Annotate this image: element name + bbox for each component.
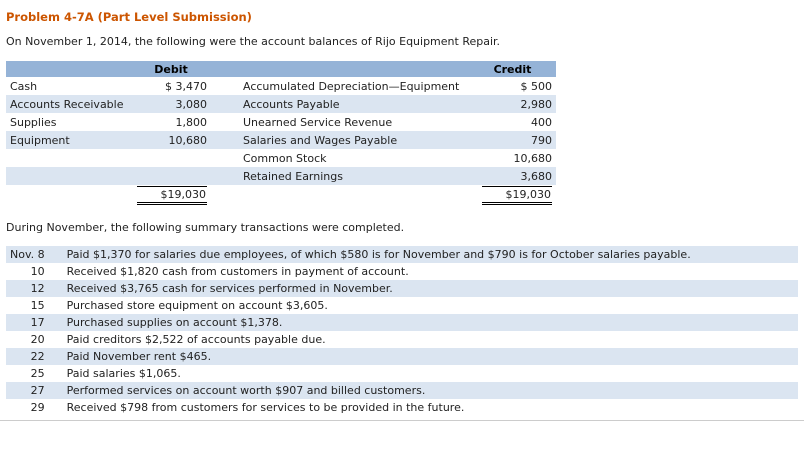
empty-header-cell	[211, 61, 469, 77]
transaction-description: Received $3,765 cash for services perfor…	[66, 282, 393, 295]
transaction-description: Received $798 from customers for service…	[66, 401, 465, 414]
balance-header-row: Debit Credit	[6, 61, 556, 77]
credit-account-name: Accounts Payable	[243, 97, 340, 111]
balance-row: Equipment 10,680 Salaries and Wages Paya…	[6, 131, 556, 149]
problem-title: Problem 4-7A (Part Level Submission)	[6, 10, 252, 24]
transaction-date: 20	[30, 333, 45, 346]
empty-header-cell	[6, 61, 131, 77]
transaction-description: Received $1,820 cash from customers in p…	[66, 265, 409, 278]
credit-column-header: Credit	[469, 61, 556, 77]
balance-row: Accounts Receivable 3,080 Accounts Payab…	[6, 95, 556, 113]
transaction-date: 17	[30, 316, 45, 329]
credit-amount: 400	[531, 115, 552, 129]
totals-row: $19,030 $19,030	[6, 185, 556, 206]
transaction-description: Paid November rent $465.	[66, 350, 212, 363]
debit-account-name	[6, 167, 131, 185]
transaction-date: 29	[30, 401, 45, 414]
debit-account-name	[6, 149, 131, 167]
balance-row: Supplies 1,800 Unearned Service Revenue …	[6, 113, 556, 131]
transactions-table: Nov. 8 Paid $1,370 for salaries due empl…	[6, 246, 798, 416]
debit-account-name: Accounts Receivable	[10, 97, 124, 111]
trial-balance-table: Debit Credit Cash $ 3,470 Accumulated De…	[6, 61, 556, 206]
transaction-row: 12 Received $3,765 cash for services per…	[6, 280, 798, 297]
debit-amount: 1,800	[175, 115, 208, 129]
debit-amount: 3,080	[175, 97, 208, 111]
transactions-intro-text: During November, the following summary t…	[6, 221, 405, 234]
credit-amount: 10,680	[513, 151, 553, 165]
transaction-description: Purchased supplies on account $1,378.	[66, 316, 283, 329]
credit-amount: 2,980	[520, 97, 553, 111]
debit-account-name: Supplies	[10, 115, 57, 129]
credit-account-name: Salaries and Wages Payable	[243, 133, 398, 147]
debit-column-header: Debit	[131, 61, 211, 77]
transaction-date: 15	[30, 299, 45, 312]
transaction-date: 12	[30, 282, 45, 295]
balance-row: Retained Earnings 3,680	[6, 167, 556, 185]
transaction-row: 20 Paid creditors $2,522 of accounts pay…	[6, 331, 798, 348]
credit-amount: 790	[531, 133, 552, 147]
credit-account-name: Accumulated Depreciation—Equipment	[243, 79, 460, 93]
credit-amount: $ 500	[520, 79, 553, 93]
transaction-description: Paid $1,370 for salaries due employees, …	[66, 248, 691, 261]
transaction-row: 15 Purchased store equipment on account …	[6, 297, 798, 314]
credit-total: $19,030	[482, 186, 552, 205]
credit-account-name: Common Stock	[243, 151, 327, 165]
transaction-date: 25	[30, 367, 45, 380]
transaction-date: 27	[30, 384, 45, 397]
balance-row: Common Stock 10,680	[6, 149, 556, 167]
debit-account-name: Equipment	[10, 133, 70, 147]
transaction-date: 22	[30, 350, 45, 363]
empty-cell	[211, 185, 469, 206]
debit-amount	[131, 149, 211, 167]
bottom-divider	[0, 420, 804, 421]
debit-account-name: Cash	[10, 79, 38, 93]
empty-cell	[6, 185, 131, 206]
debit-amount	[131, 167, 211, 185]
transaction-date: Nov. 8	[10, 248, 45, 261]
transaction-description: Purchased store equipment on account $3,…	[66, 299, 328, 312]
debit-amount: 10,680	[168, 133, 208, 147]
transaction-row: 22 Paid November rent $465.	[6, 348, 798, 365]
transaction-date: 10	[30, 265, 45, 278]
balance-row: Cash $ 3,470 Accumulated Depreciation—Eq…	[6, 77, 556, 95]
transaction-description: Paid salaries $1,065.	[66, 367, 181, 380]
transaction-description: Performed services on account worth $907…	[66, 384, 426, 397]
transaction-row: 29 Received $798 from customers for serv…	[6, 399, 798, 416]
transaction-row: 25 Paid salaries $1,065.	[6, 365, 798, 382]
credit-account-name: Unearned Service Revenue	[243, 115, 393, 129]
transaction-row: 17 Purchased supplies on account $1,378.	[6, 314, 798, 331]
debit-total-cell: $19,030	[131, 185, 211, 206]
credit-total-cell: $19,030	[469, 185, 556, 206]
debit-amount: $ 3,470	[165, 79, 207, 93]
transaction-row: 10 Received $1,820 cash from customers i…	[6, 263, 798, 280]
credit-amount: 3,680	[520, 169, 553, 183]
transaction-row: 27 Performed services on account worth $…	[6, 382, 798, 399]
intro-text: On November 1, 2014, the following were …	[6, 35, 501, 48]
transaction-row: Nov. 8 Paid $1,370 for salaries due empl…	[6, 246, 798, 263]
transaction-description: Paid creditors $2,522 of accounts payabl…	[66, 333, 326, 346]
debit-total: $19,030	[137, 186, 207, 205]
credit-account-name: Retained Earnings	[243, 169, 343, 183]
problem-page: Problem 4-7A (Part Level Submission) On …	[6, 10, 798, 416]
